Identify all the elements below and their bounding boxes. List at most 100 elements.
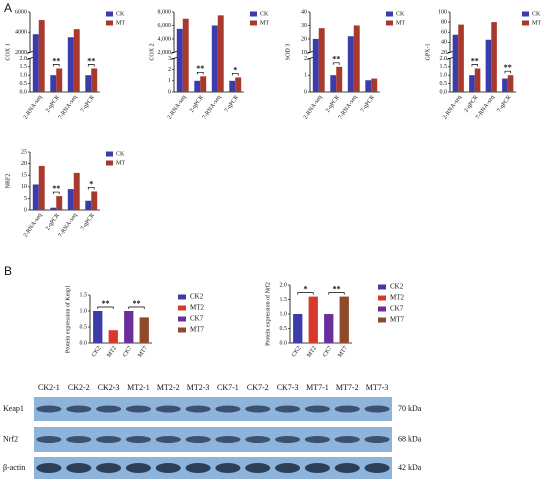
blot-band (66, 436, 92, 443)
blot-band (66, 463, 92, 473)
row-label: Keap1 (3, 404, 24, 413)
y-tick-label: 2.0 (440, 56, 448, 62)
bar (67, 37, 74, 92)
x-tick-label: CK7 (122, 345, 133, 358)
significance-label: ** (52, 56, 60, 65)
blot-band (334, 463, 360, 473)
y-tick-label: 1.5 (440, 64, 448, 70)
significance-bracket (52, 64, 60, 67)
bar (32, 184, 39, 210)
x-tick-label: 7-qPCR (80, 212, 96, 231)
legend-label: CK2 (190, 293, 204, 301)
blot-band (334, 405, 360, 413)
y-tick-label: 2.0 (280, 282, 288, 288)
panel-label: B (4, 264, 12, 278)
legend-swatch (250, 11, 257, 17)
legend-swatch (522, 11, 529, 17)
blot-band (155, 405, 181, 413)
y-tick-label: 0 (168, 89, 171, 95)
blot-band (304, 463, 330, 473)
y-tick-label: 0 (24, 207, 27, 213)
y-tick-label: 6,000 (158, 23, 172, 29)
blot-band (215, 436, 241, 443)
significance-label: ** (52, 184, 60, 193)
y-tick-label: 8,000 (158, 9, 172, 15)
bar (200, 76, 207, 92)
y-tick-label: 5 (24, 196, 27, 202)
y-tick-label: 1.5 (20, 64, 28, 70)
x-tick-label: 7-RNA-seq (58, 212, 79, 238)
legend-label: CK (260, 11, 269, 17)
bar (73, 29, 80, 93)
x-tick-label: 7-RNA-seq (202, 94, 223, 120)
x-tick-label: 2-qPCR (45, 212, 61, 231)
y-axis-label: COX 2 (149, 43, 155, 60)
bar (312, 38, 319, 92)
legend-swatch (178, 316, 186, 322)
significance-bracket (97, 306, 114, 309)
x-tick-label: MT2 (306, 345, 318, 358)
legend-label: MT2 (190, 304, 205, 312)
x-tick-label: MT7 (337, 345, 349, 358)
y-tick-label: 10 (21, 184, 27, 190)
bar (469, 75, 475, 92)
bar (194, 80, 201, 92)
y-tick-label: 2 (168, 67, 171, 73)
x-tick-label: 2-RNA-seq (23, 212, 44, 238)
bar (124, 311, 134, 343)
legend-label: MT7 (390, 316, 405, 324)
significance-bracket (196, 71, 204, 75)
y-axis-label: Protein expression of Nrf2 (264, 282, 271, 346)
y-tick-label: 1 (304, 73, 307, 79)
x-tick-label: 7-qPCR (497, 94, 513, 113)
lane-label: CK7-2 (247, 383, 269, 392)
y-tick-label: 15 (21, 173, 27, 179)
y-tick-label: 20 (21, 161, 27, 167)
y-tick-label: 0.5 (80, 324, 88, 330)
significance-label: * (89, 179, 93, 188)
lane-label: CK7-1 (217, 383, 239, 392)
significance-bracket (504, 70, 511, 74)
y-tick-label: 20 (441, 50, 447, 56)
blot-band (96, 463, 122, 473)
bar (458, 24, 464, 92)
row-size: 42 kDa (398, 463, 422, 472)
lane-label: CK2-1 (38, 383, 60, 392)
significance-bracket (87, 187, 95, 190)
bar (56, 196, 63, 210)
bar (50, 75, 57, 92)
y-tick-label: 30 (301, 23, 307, 29)
y-tick-label: 1.0 (20, 73, 28, 79)
lane-label: CK2-3 (98, 383, 120, 392)
x-tick-label: 2-qPCR (45, 94, 61, 113)
blot-band (304, 405, 330, 413)
significance-bracket (128, 306, 145, 309)
blot-band (155, 463, 181, 473)
y-tick-label: 0.5 (280, 326, 288, 332)
legend-swatch (106, 20, 113, 26)
y-tick-label: 20 (301, 36, 307, 42)
x-tick-label: 7-RNA-seq (338, 94, 359, 120)
bar (502, 78, 508, 92)
blot-band (364, 463, 390, 473)
y-tick-label: 80 (441, 19, 447, 25)
blot-band (215, 405, 241, 413)
bar (324, 314, 334, 343)
legend-label: MT (116, 160, 125, 166)
lane-label: MT7-3 (366, 383, 389, 392)
legend-swatch (106, 151, 113, 157)
blot-band (125, 405, 151, 413)
y-tick-label: 40 (441, 40, 447, 46)
lane-label: MT2-3 (187, 383, 210, 392)
x-tick-label: 2-qPCR (189, 94, 205, 113)
x-tick-label: 2-RNA-seq (442, 94, 463, 120)
y-tick-label: 2.0 (20, 56, 28, 62)
bar (336, 66, 343, 92)
y-tick-label: 0 (304, 89, 307, 95)
blot-band (275, 463, 301, 473)
bar (108, 330, 118, 343)
blot-band (125, 436, 151, 443)
legend-label: MT (532, 20, 541, 26)
bar (474, 68, 481, 92)
lane-label: MT7-1 (306, 383, 329, 392)
